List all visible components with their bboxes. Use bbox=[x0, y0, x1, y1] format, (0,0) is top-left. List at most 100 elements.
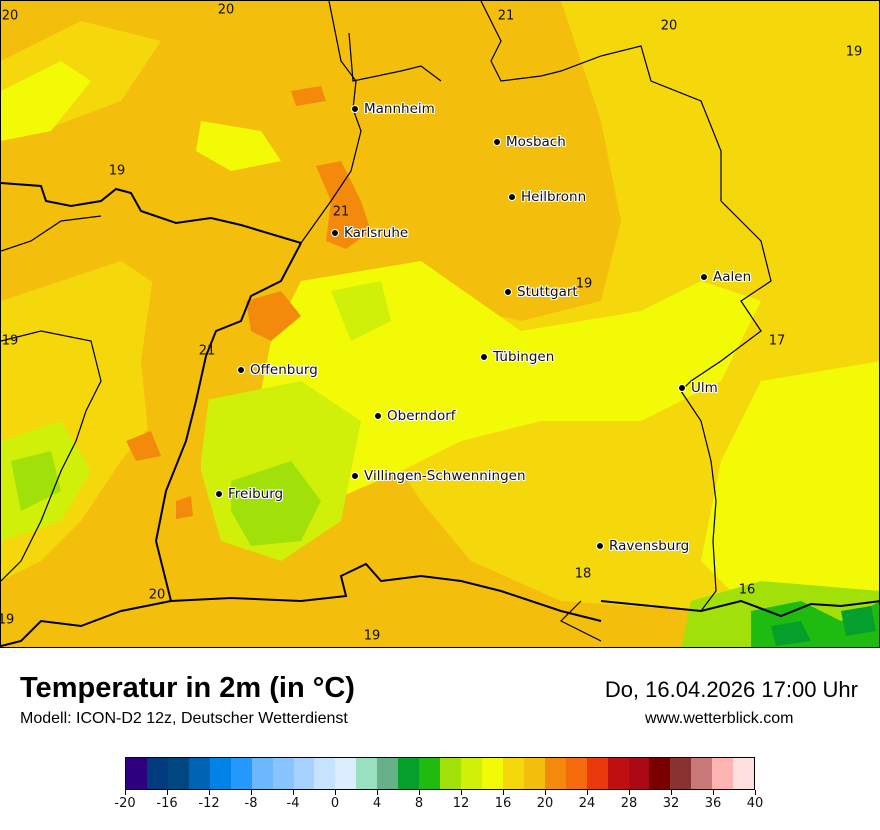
colorbar-tick-label: 32 bbox=[662, 796, 680, 811]
colorbar-tick-label: 4 bbox=[372, 796, 382, 811]
colorbar-tick-label: 8 bbox=[414, 796, 424, 811]
colorbar-tick bbox=[250, 790, 252, 795]
city-label: Ravensburg bbox=[609, 538, 690, 554]
city-label: Karlsruhe bbox=[344, 225, 409, 241]
city-marker-ravensburg: Ravensburg bbox=[596, 538, 689, 554]
colorbar-tick bbox=[712, 790, 714, 795]
colorbar-tick-label: -8 bbox=[244, 796, 258, 811]
city-label: Heilbronn bbox=[521, 189, 587, 205]
city-label: Aalen bbox=[713, 269, 752, 285]
colorbar-segment bbox=[272, 758, 294, 789]
contour-label: 18 bbox=[574, 566, 592, 582]
colorbar-segment bbox=[461, 758, 482, 789]
colorbar-segment bbox=[628, 758, 650, 789]
colorbar-tick-label: 36 bbox=[704, 796, 722, 811]
website-link[interactable]: www.wetterblick.com bbox=[645, 710, 794, 727]
colorbar-ticks: -20 -16 -12 -8 -4 0 4 8 12 16 20 24 28 32 36 40 bbox=[114, 790, 763, 820]
contour-label: 19 bbox=[845, 44, 863, 60]
temperature-field bbox=[1, 1, 879, 647]
city-label: Stuttgart bbox=[517, 284, 578, 300]
contour-label: 21 bbox=[198, 343, 216, 359]
colorbar-segment bbox=[523, 758, 545, 789]
city-marker-offenburg: Offenburg bbox=[237, 362, 318, 378]
city-dot-icon bbox=[374, 412, 382, 420]
contour-label: 21 bbox=[332, 204, 350, 220]
city-marker-stuttgart: Stuttgart bbox=[504, 284, 578, 300]
colorbar-tick-label: 12 bbox=[452, 796, 470, 811]
colorbar-tick-label: 24 bbox=[578, 796, 596, 811]
city-dot-icon bbox=[331, 229, 339, 237]
temperature-colorbar bbox=[125, 757, 755, 790]
colorbar-segment bbox=[251, 758, 273, 789]
colorbar-tick-label: -16 bbox=[156, 796, 178, 811]
colorbar-tick bbox=[208, 790, 210, 795]
contour-label: 19 bbox=[363, 628, 381, 644]
city-marker-freiburg: Freiburg bbox=[215, 486, 283, 502]
city-dot-icon bbox=[480, 353, 488, 361]
colorbar-segment bbox=[649, 758, 671, 789]
city-marker-tuebingen: Tübingen bbox=[480, 349, 554, 365]
contour-label: 19 bbox=[108, 163, 126, 179]
colorbar-segment bbox=[481, 758, 503, 789]
city-label: Mannheim bbox=[364, 101, 435, 117]
colorbar-segment bbox=[502, 758, 524, 789]
model-source: Modell: ICON-D2 12z, Deutscher Wetterdie… bbox=[20, 710, 348, 727]
colorbar-segment bbox=[733, 758, 755, 789]
city-label: Mosbach bbox=[506, 134, 566, 150]
contour-label: 20 bbox=[217, 2, 235, 18]
contour-label: 21 bbox=[497, 8, 515, 24]
contour-label: 16 bbox=[738, 582, 756, 598]
colorbar-segment bbox=[293, 758, 315, 789]
colorbar-segment bbox=[356, 758, 378, 789]
colorbar-tick bbox=[628, 790, 630, 795]
city-marker-mosbach: Mosbach bbox=[493, 134, 566, 150]
city-marker-oberndorf: Oberndorf bbox=[374, 408, 456, 424]
colorbar-segment bbox=[335, 758, 357, 789]
city-marker-villingen-schwenningen: Villingen-Schwenningen bbox=[351, 468, 526, 484]
colorbar-tick bbox=[670, 790, 672, 795]
contour-label: 17 bbox=[768, 333, 786, 349]
temperature-map: 20 20 21 20 19 19 21 19 19 17 21 18 16 2… bbox=[0, 0, 880, 648]
colorbar-segment bbox=[314, 758, 336, 789]
colorbar-segment bbox=[126, 758, 147, 789]
colorbar-segment bbox=[440, 758, 461, 789]
city-marker-mannheim: Mannheim bbox=[351, 101, 435, 117]
colorbar-segment bbox=[586, 758, 608, 789]
city-dot-icon bbox=[596, 542, 604, 550]
colorbar-segment bbox=[607, 758, 629, 789]
colorbar-tick bbox=[544, 790, 546, 795]
colorbar-tick-label: -4 bbox=[286, 796, 300, 811]
colorbar-tick-label: 0 bbox=[330, 796, 340, 811]
city-dot-icon bbox=[351, 472, 359, 480]
colorbar-tick bbox=[460, 790, 462, 795]
contour-label: 20 bbox=[1, 8, 19, 24]
city-dot-icon bbox=[493, 138, 501, 146]
colorbar-tick bbox=[124, 790, 126, 795]
city-label: Villingen-Schwenningen bbox=[364, 468, 526, 484]
city-label: Freiburg bbox=[228, 486, 284, 502]
colorbar-segment bbox=[209, 758, 231, 789]
contour-label: 19 bbox=[1, 333, 19, 349]
colorbar-tick bbox=[418, 790, 420, 795]
colorbar-tick-label: 40 bbox=[746, 796, 764, 811]
colorbar-segment bbox=[712, 758, 734, 789]
colorbar-tick-label: 16 bbox=[494, 796, 512, 811]
colorbar-segment bbox=[188, 758, 210, 789]
colorbar-segment bbox=[691, 758, 713, 789]
city-label: Ulm bbox=[691, 380, 718, 396]
colorbar-tick bbox=[334, 790, 336, 795]
city-label: Tübingen bbox=[493, 349, 555, 365]
city-dot-icon bbox=[215, 490, 223, 498]
city-marker-karlsruhe: Karlsruhe bbox=[331, 225, 408, 241]
colorbar-segment bbox=[565, 758, 587, 789]
city-marker-heilbronn: Heilbronn bbox=[508, 189, 586, 205]
city-dot-icon bbox=[678, 384, 686, 392]
city-dot-icon bbox=[508, 193, 516, 201]
colorbar-segment bbox=[398, 758, 420, 789]
colorbar-segment bbox=[230, 758, 252, 789]
city-marker-ulm: Ulm bbox=[678, 380, 718, 396]
city-label: Oberndorf bbox=[387, 408, 456, 424]
contour-label: 19 bbox=[1, 612, 15, 628]
colorbar-tick bbox=[166, 790, 168, 795]
colorbar-tick bbox=[292, 790, 294, 795]
